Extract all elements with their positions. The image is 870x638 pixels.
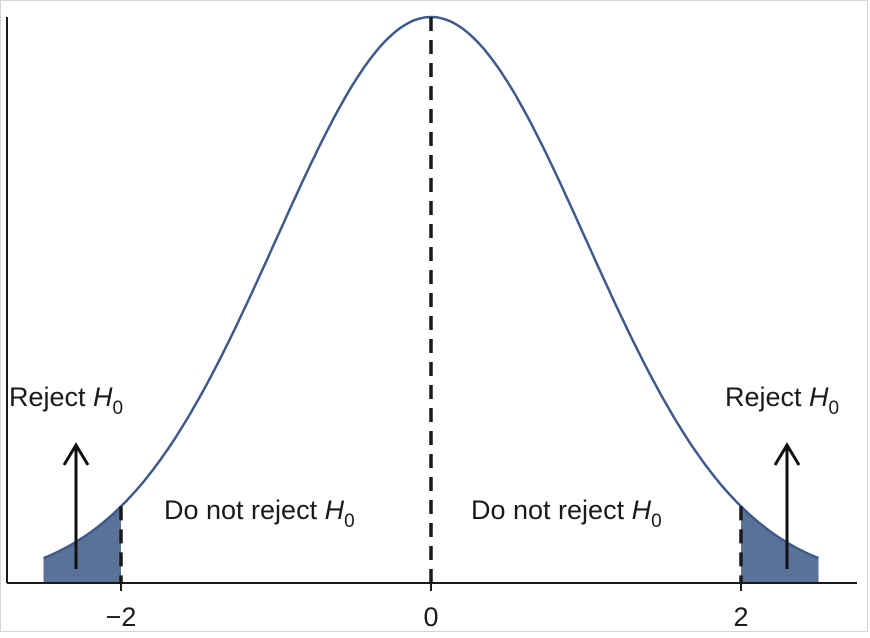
x-tick-label: 0 <box>423 602 438 632</box>
x-tick-label: −2 <box>106 602 137 632</box>
right-do-not-reject-label: Do not reject H0 <box>471 495 662 532</box>
x-tick-label: 2 <box>733 602 748 632</box>
left-do-not-reject-label: Do not reject H0 <box>164 495 355 532</box>
left-tail-area <box>43 506 121 583</box>
right-reject-arrow <box>773 442 801 569</box>
left-reject-label: Reject H0 <box>9 382 123 419</box>
right-reject-label: Reject H0 <box>725 382 839 419</box>
left-reject-arrow <box>62 442 90 569</box>
right-tail-area <box>741 506 819 583</box>
